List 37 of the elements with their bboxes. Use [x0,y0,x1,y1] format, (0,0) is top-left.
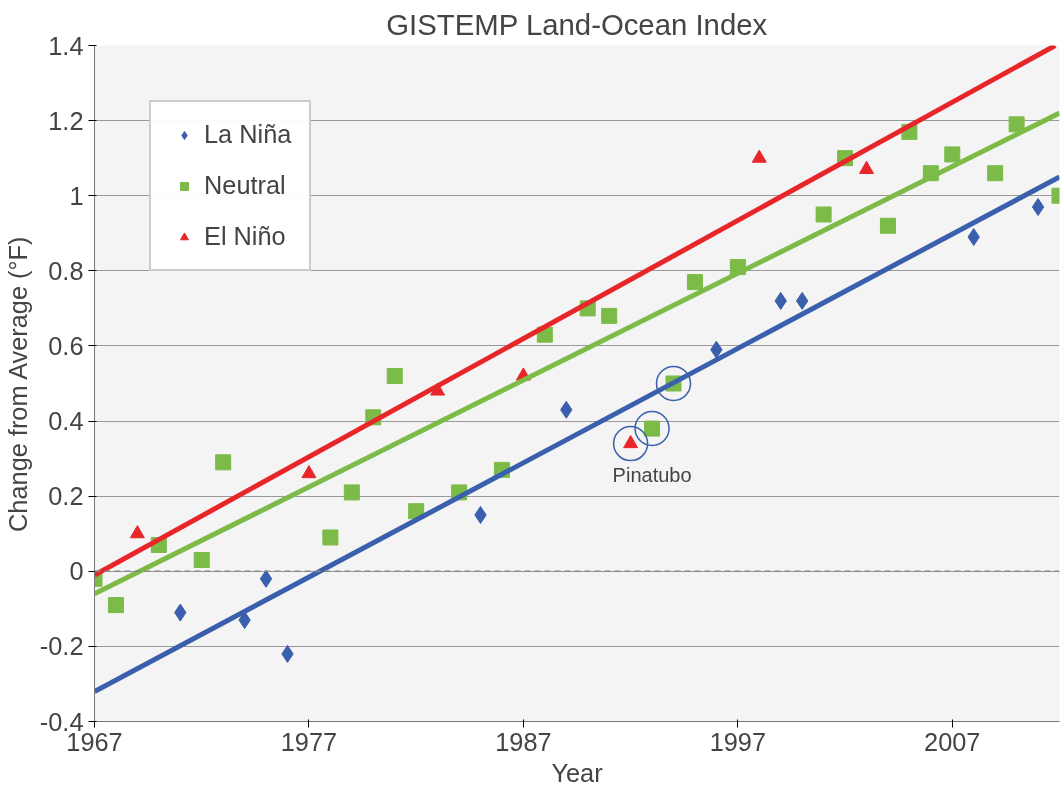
point [386,367,403,384]
legend-label: La Niña [204,120,292,149]
y-tick-label: 1.2 [48,106,84,135]
point [193,552,210,569]
point [601,307,618,324]
y-tick-label: 0.2 [48,482,84,511]
point [322,529,339,546]
x-tick-label: 1987 [495,727,552,756]
y-tick-label: 0.8 [48,256,84,285]
y-tick-label: 0.6 [48,331,84,360]
point [1031,197,1045,216]
y-tick-label: 1.4 [48,31,84,60]
point [301,465,317,479]
x-tick-label: 1977 [280,727,338,756]
point [107,597,124,614]
point [879,217,896,234]
point [129,525,145,539]
chart-title: GISTEMP Land-Ocean Index [386,7,768,41]
point [686,274,703,291]
y-tick-label: -0.2 [39,632,84,661]
annotation: Pinatubo [612,463,692,486]
legend-label: El Niño [204,222,286,251]
point [1008,116,1025,133]
x-tick-label: 1997 [709,727,767,756]
point [259,569,273,588]
y-tick-label: 1 [69,181,84,210]
y-axis-title: Change from Average (°F) [3,236,32,532]
legend-label: Neutral [204,171,286,200]
point [343,484,360,501]
point [815,206,832,223]
x-axis-title: Year [551,758,604,787]
y-tick-label: 0 [69,557,84,586]
point [987,165,1004,182]
x-tick-label: 2007 [924,727,981,756]
point [944,146,961,163]
y-tick-label: 0.4 [48,407,84,436]
point [215,454,232,471]
